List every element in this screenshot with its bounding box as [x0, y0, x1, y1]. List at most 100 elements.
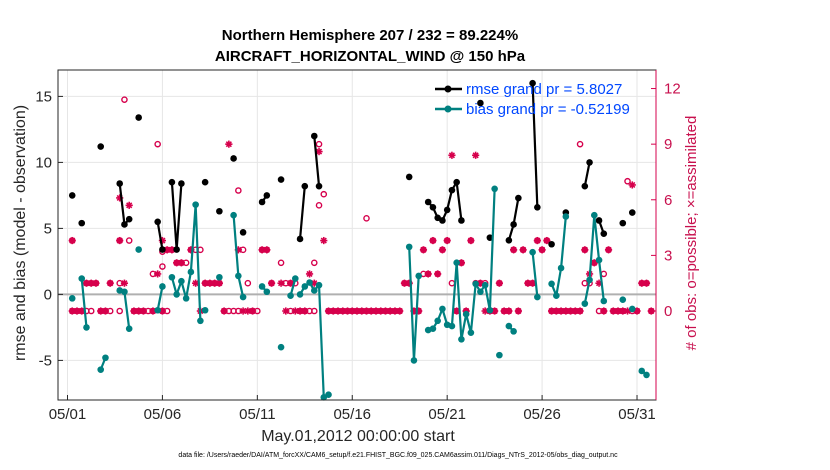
legend-bias-marker — [444, 105, 452, 113]
obs-assimilated-marker — [600, 307, 608, 315]
obs-assimilated-marker — [429, 236, 437, 245]
bias-line-segment — [80, 278, 88, 328]
rmse-point — [116, 180, 123, 187]
x-axis: 05/01 05/06 05/11 05/16 05/21 05/26 05/31 — [49, 395, 656, 423]
bias-point — [534, 293, 541, 301]
obs-assimilated-marker — [305, 270, 314, 278]
obs-assimilated-marker — [453, 307, 461, 315]
obs-assimilated-marker — [533, 236, 541, 245]
rmse-point — [510, 221, 517, 228]
obs-possible-marker — [154, 140, 161, 148]
obs-assimilated-marker — [68, 236, 76, 245]
obs-assimilated-marker — [547, 307, 556, 315]
bias-point — [154, 306, 161, 314]
obs-assimilated-marker — [277, 279, 285, 287]
obs-assimilated-marker — [396, 307, 404, 315]
obs-assimilated-marker — [267, 279, 276, 287]
bias-point — [173, 291, 180, 298]
rmse-point — [263, 192, 271, 199]
y-tick-label: 10 — [35, 154, 52, 171]
bias-point — [258, 283, 266, 290]
rmse-point — [135, 114, 142, 121]
obs-assimilated-marker — [220, 307, 228, 315]
rmse-point — [448, 186, 456, 194]
obs-possible-marker — [125, 237, 133, 244]
bias-point — [477, 288, 484, 296]
obs-assimilated-marker — [225, 140, 233, 148]
rmse-point — [201, 178, 209, 186]
rmse-point — [505, 236, 513, 244]
y-axis-right: 0 3 6 9 12 — [651, 70, 681, 400]
y-right-tick-label: 0 — [664, 303, 672, 320]
obs-assimilated-marker — [443, 236, 451, 245]
obs-possible-marker — [277, 259, 285, 267]
x-tick-label: 05/26 — [523, 406, 561, 423]
obs-assimilated-marker — [576, 307, 584, 315]
rmse-point — [121, 221, 128, 228]
rmse-point — [216, 207, 223, 215]
obs-possible-marker — [320, 190, 328, 198]
rmse-line-segment — [156, 221, 164, 250]
obs-assimilated-marker — [329, 307, 337, 315]
rmse-point — [515, 194, 522, 202]
x-tick-label: 05/21 — [428, 406, 466, 423]
bias-point — [263, 288, 271, 296]
bias-point — [182, 295, 190, 302]
bias-point — [553, 292, 560, 300]
bias-point — [439, 305, 446, 313]
rmse-point — [443, 206, 451, 214]
bias-point — [529, 248, 536, 256]
bias-point — [486, 306, 494, 314]
bias-point — [638, 367, 646, 375]
obs-assimilated-marker — [177, 259, 185, 267]
obs-assimilated-marker — [372, 307, 380, 315]
rmse-point — [429, 203, 437, 211]
bias-point — [595, 256, 603, 264]
obs-possible-marker — [315, 140, 323, 148]
bias-point — [239, 293, 247, 301]
rmse-point — [168, 178, 176, 186]
obs-assimilated-marker — [301, 307, 309, 315]
obs-assimilated-marker — [282, 307, 290, 315]
rmse-point — [453, 178, 460, 186]
obs-assimilated-marker — [467, 236, 475, 245]
obs-assimilated-marker — [135, 307, 143, 315]
obs-assimilated-marker — [92, 279, 100, 287]
rmse-point — [486, 234, 494, 241]
bias-point — [296, 291, 304, 298]
rmse-point — [310, 132, 318, 140]
obs-assimilated-marker — [538, 246, 546, 254]
obs-assimilated-marker — [448, 151, 456, 159]
obs-assimilated-marker — [139, 307, 148, 315]
obs-assimilated-marker — [73, 307, 81, 315]
bias-point — [557, 264, 565, 272]
rmse-point — [548, 240, 555, 248]
obs-possible-marker — [121, 96, 128, 103]
obs-assimilated-marker — [82, 279, 91, 287]
obs-assimilated-marker — [505, 307, 513, 315]
rmse-point — [581, 182, 589, 190]
bias-line-segment — [531, 252, 539, 298]
x-tick-label: 05/31 — [618, 406, 656, 423]
bias-point — [581, 300, 589, 307]
rmse-point — [178, 180, 185, 187]
rmse-point — [405, 173, 413, 181]
obs-assimilated-marker — [339, 307, 347, 315]
bias-point — [102, 354, 109, 362]
bias-point — [83, 324, 90, 331]
obs-assimilated-marker — [543, 236, 551, 245]
bias-point — [505, 322, 513, 330]
rmse-point — [315, 182, 323, 190]
bias-point — [453, 259, 460, 267]
obs-possible-marker — [310, 259, 318, 267]
bias-point — [301, 283, 309, 290]
rmse-point — [477, 99, 484, 107]
obs-assimilated-marker — [604, 246, 613, 254]
bias-point — [97, 366, 105, 373]
obs-assimilated-marker — [68, 307, 76, 315]
series-bias — [68, 185, 650, 401]
bias-point — [287, 292, 294, 300]
y-right-tick-label: 3 — [664, 247, 672, 264]
bias-point — [586, 276, 593, 284]
bias-point — [415, 272, 422, 280]
